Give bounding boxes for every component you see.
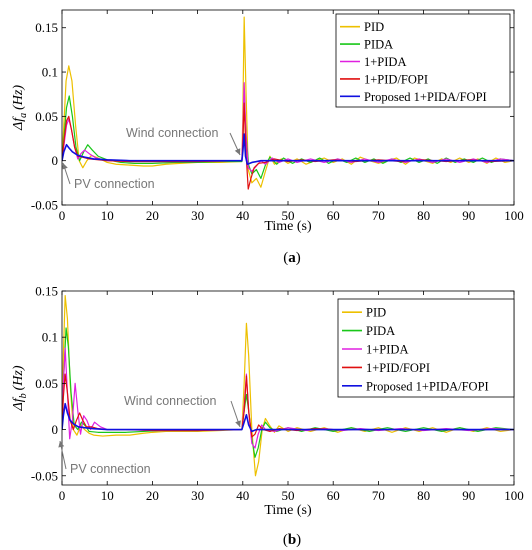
annotation-label: Wind connection	[126, 126, 218, 140]
legend-box	[337, 298, 515, 398]
x-tick-label: 10	[101, 488, 114, 503]
x-tick-label: 30	[191, 488, 204, 503]
wind-connection-annotation: Wind connection	[126, 126, 241, 156]
x-tick-label: 0	[59, 208, 66, 223]
legend-label: PID	[364, 20, 384, 34]
annotation-arrowhead	[58, 441, 65, 448]
x-tick-label: 20	[146, 488, 159, 503]
y-axis-label: Δfa(Hz)	[11, 85, 29, 131]
legend-label: Proposed 1+PIDA/FOPI	[366, 379, 489, 393]
x-tick-label: 20	[146, 208, 159, 223]
series-line-5	[62, 133, 514, 166]
x-tick-label: 80	[417, 208, 430, 223]
x-tick-label: 40	[236, 208, 249, 223]
y-tick-label: 0.1	[42, 65, 58, 80]
annotation-arrowhead	[235, 420, 241, 427]
y-tick-label: -0.05	[31, 198, 58, 213]
x-tick-label: 100	[504, 488, 524, 503]
y-tick-label: 0	[52, 422, 59, 437]
x-axis-label: Time (s)	[264, 503, 312, 518]
x-tick-label: 50	[282, 488, 295, 503]
legend-box	[335, 13, 511, 108]
legend: PID PIDA 1+PIDA 1+PID/FOPI Proposed 1+PIDA/F…	[337, 298, 515, 398]
y-tick-label: 0.1	[42, 330, 58, 345]
series-line-2	[62, 95, 514, 180]
x-tick-label: 70	[372, 488, 385, 503]
y-tick-label: 0.15	[35, 20, 58, 35]
y-axis-label: Δfb(Hz)	[11, 365, 29, 411]
chart-panel-b: 0 10 20 30 40 50 60 70 80 90 100-0.0500.050.10.15T…	[11, 284, 524, 549]
y-tick-label: 0	[52, 153, 59, 168]
x-tick-label: 30	[191, 208, 204, 223]
legend-label: PIDA	[364, 38, 393, 52]
x-tick-label: 50	[282, 208, 295, 223]
x-tick-label: 80	[417, 488, 430, 503]
y-tick-label: -0.05	[31, 468, 58, 483]
x-tick-label: 90	[462, 488, 475, 503]
chart-panel-a: 0 10 20 30 40 50 60 70 80 90 100-0.0500.050.10.15T…	[11, 9, 524, 266]
x-tick-label: 60	[327, 488, 340, 503]
annotation-label: PV connection	[74, 177, 155, 191]
plot-area	[62, 16, 514, 190]
legend-label: Proposed 1+PIDA/FOPI	[364, 90, 487, 104]
legend-label: PIDA	[366, 324, 395, 338]
x-tick-label: 40	[236, 488, 249, 503]
y-tick-label: 0.05	[35, 109, 58, 124]
x-tick-label: 90	[462, 208, 475, 223]
y-tick-label: 0.15	[35, 284, 58, 299]
x-tick-label: 100	[504, 208, 524, 223]
pv-connection-annotation: PV connection	[62, 162, 155, 191]
annotation-label: PV connection	[70, 462, 151, 476]
x-tick-label: 60	[327, 208, 340, 223]
annotation-label: Wind connection	[124, 394, 216, 408]
annotation-arrowhead	[62, 163, 68, 170]
legend-label: 1+PIDA	[366, 343, 408, 357]
x-axis-label: Time (s)	[264, 219, 312, 234]
x-tick-label: 10	[101, 208, 114, 223]
x-tick-label: 70	[372, 208, 385, 223]
panel-caption: (a)	[283, 250, 301, 266]
legend-label: 1+PIDA	[364, 55, 406, 69]
panel-caption: (b)	[283, 532, 301, 548]
legend-label: 1+PID/FOPI	[366, 361, 430, 375]
pv-connection-annotation: PV connection	[58, 440, 151, 476]
legend-label: PID	[366, 306, 386, 320]
y-tick-label: 0.05	[35, 376, 58, 391]
legend-label: 1+PID/FOPI	[364, 72, 428, 86]
plot-area	[62, 295, 514, 477]
wind-connection-annotation: Wind connection	[124, 394, 241, 428]
annotation-arrowhead	[234, 148, 241, 155]
x-tick-label: 0	[59, 488, 66, 503]
series-line-5	[62, 402, 514, 433]
legend: PID PIDA 1+PIDA 1+PID/FOPI Proposed 1+PIDA/F…	[335, 13, 511, 108]
